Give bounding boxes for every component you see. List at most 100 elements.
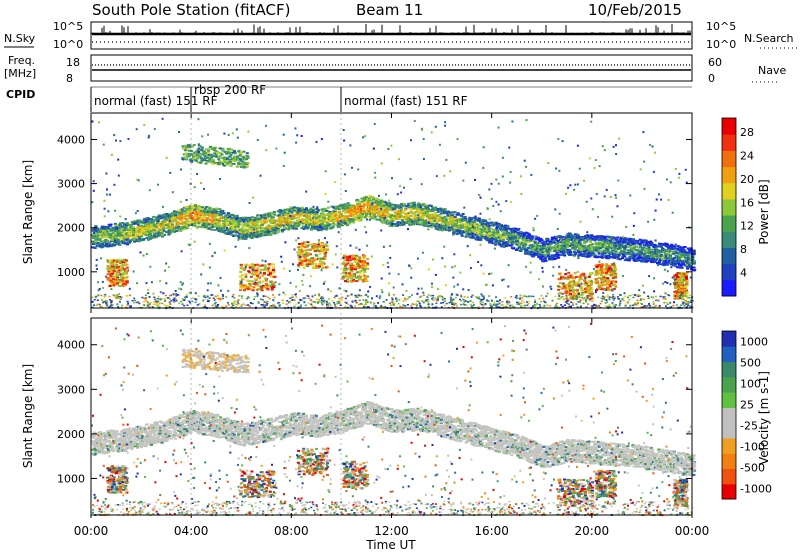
- power-cell: [310, 225, 314, 228]
- power-cell: [133, 240, 137, 243]
- power-cell: [159, 224, 163, 227]
- power-cell: [409, 202, 413, 205]
- power-cell: [269, 227, 272, 230]
- power-cell: [137, 240, 141, 243]
- power-cell: [205, 206, 209, 208]
- power-cell: [261, 220, 265, 222]
- power-cell: [129, 227, 133, 230]
- power-cell: [319, 219, 323, 222]
- power-cell: [340, 220, 344, 223]
- power-cell: [368, 195, 372, 197]
- power-cell: [191, 206, 195, 209]
- power-cell: [354, 208, 358, 211]
- power-cell: [400, 209, 403, 212]
- power-cell: [103, 241, 107, 244]
- power-cell: [300, 227, 304, 229]
- power-cell: [167, 227, 171, 230]
- nsearch-tick-bottom: 10^0: [706, 38, 736, 51]
- power-cell: [377, 203, 381, 206]
- power-cell: [220, 219, 224, 222]
- power-cell: [367, 209, 371, 212]
- power-cell: [136, 223, 140, 225]
- power-cell: [399, 208, 403, 211]
- nsearch-label: N.Search: [744, 32, 794, 45]
- power-cell: [109, 244, 113, 247]
- power-cell: [381, 205, 385, 208]
- power-cell: [180, 227, 184, 229]
- power-cell: [136, 221, 140, 224]
- power-cell: [300, 209, 304, 212]
- power-cell: [407, 212, 411, 214]
- power-cell: [394, 211, 398, 214]
- power-cell: [237, 221, 240, 224]
- power-cell: [408, 206, 412, 209]
- power-cell: [328, 211, 332, 213]
- power-cell: [346, 202, 350, 205]
- power-cell: [379, 217, 383, 220]
- power-cell: [491, 242, 495, 245]
- power-cell: [101, 234, 104, 237]
- power-cell: [272, 221, 276, 224]
- power-cell: [479, 238, 483, 241]
- power-cell: [567, 240, 570, 243]
- power-cell: [334, 209, 338, 212]
- power-cell: [306, 216, 310, 219]
- power-cell: [154, 219, 158, 222]
- power-cell: [260, 221, 264, 224]
- power-cell: [381, 218, 384, 221]
- power-cell: [373, 214, 376, 217]
- power-cell: [160, 232, 164, 235]
- power-cell: [245, 216, 249, 219]
- power-cell: [206, 217, 210, 220]
- power-cell: [471, 235, 475, 238]
- power-cell: [338, 204, 341, 207]
- power-cell: [195, 225, 199, 228]
- power-cell: [384, 208, 388, 211]
- power-cell: [205, 226, 209, 229]
- power-cell: [252, 231, 256, 233]
- power-cell: [477, 224, 481, 227]
- power-cell: [97, 242, 101, 245]
- power-cell: [169, 221, 173, 224]
- power-cell: [350, 209, 353, 211]
- power-cell: [412, 204, 416, 207]
- power-cell: [654, 259, 658, 262]
- power-cell: [397, 210, 400, 213]
- power-cell: [162, 227, 165, 230]
- power-cell: [124, 237, 128, 240]
- power-cell: [309, 211, 313, 214]
- power-cell: [613, 256, 617, 259]
- power-cell: [376, 198, 380, 201]
- power-cell: [220, 229, 224, 232]
- power-cell: [382, 204, 386, 207]
- power-cell: [148, 231, 152, 234]
- power-cell: [376, 204, 380, 207]
- power-cell: [119, 230, 123, 233]
- power-cell: [270, 231, 274, 234]
- power-cell: [359, 200, 363, 203]
- power-cell: [288, 219, 292, 222]
- power-cell: [388, 202, 392, 205]
- power-cell: [161, 214, 165, 217]
- power-cell: [248, 225, 252, 227]
- freq-panel: Freq. [MHz] 18 8 60 0 Nave: [4, 54, 786, 85]
- power-cell: [235, 216, 239, 219]
- power-cell: [211, 212, 215, 215]
- power-cell: [202, 211, 206, 214]
- power-cell: [109, 234, 113, 237]
- power-cell: [631, 240, 634, 243]
- power-cell: [183, 224, 187, 227]
- power-cell: [367, 204, 371, 206]
- power-cell: [395, 217, 398, 220]
- power-cell: [317, 225, 320, 228]
- power-cell: [240, 235, 244, 237]
- power-cell: [624, 237, 628, 240]
- power-cell: [140, 228, 144, 231]
- power-cell: [363, 197, 367, 200]
- power-cell: [207, 212, 210, 215]
- power-cell: [214, 212, 218, 215]
- power-cell: [98, 244, 102, 247]
- power-cell: [178, 208, 182, 211]
- power-cell: [308, 213, 311, 216]
- power-cell: [370, 210, 374, 212]
